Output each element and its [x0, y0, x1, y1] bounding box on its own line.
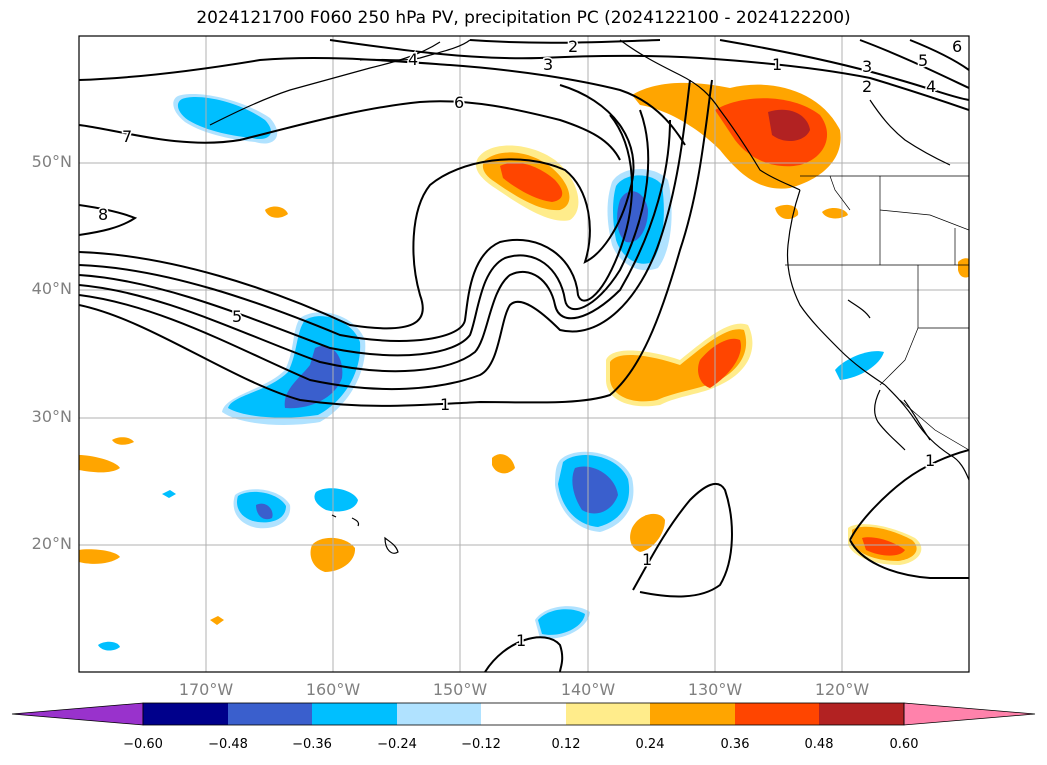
contour-label: 1: [516, 631, 526, 650]
colorbar-segment: [143, 703, 228, 725]
precip-negative-area: [256, 503, 273, 520]
colorbar-tick-label: 0.12: [551, 737, 581, 752]
contour-label: 1: [642, 550, 652, 569]
precip-negative-area: [98, 641, 120, 651]
colorbar-tick-label: −0.36: [292, 737, 332, 752]
colorbar-tick-label: −0.24: [377, 737, 417, 752]
precip-negative-area: [284, 345, 343, 409]
colorbar-tick-label: −0.48: [208, 737, 248, 752]
precip-negative-area: [538, 609, 585, 635]
pv-contour-line: [79, 79, 691, 391]
pv-contour-line: [79, 204, 138, 236]
contour-label: 2: [568, 37, 578, 56]
colorbar-tick-label: −0.60: [123, 737, 163, 752]
lon-label: 170°W: [178, 680, 234, 699]
contour-label: 4: [926, 77, 936, 96]
precip-positive-area: [492, 454, 515, 474]
pv-contour-line: [469, 39, 661, 44]
contour-label: 5: [232, 307, 242, 326]
pv-contour-line: [719, 39, 969, 101]
contour-label: 2: [862, 77, 872, 96]
colorbar: [11, 702, 1036, 726]
precip-positive-area: [265, 206, 288, 218]
contour-label: 1: [440, 395, 450, 414]
precip-positive-area: [630, 513, 665, 552]
map-plot-area: 1 2 3 4 5 6 7 8 1 2 3 4 5 6 1 1 1: [79, 36, 969, 672]
contour-label: 6: [454, 93, 464, 112]
precip-negative-area: [572, 466, 618, 514]
colorbar-tick-label: −0.12: [461, 737, 501, 752]
precip-positive-area: [768, 109, 810, 142]
pv-contour-line: [632, 482, 733, 598]
pv-contour-line: [329, 39, 969, 111]
precip-positive-area: [862, 537, 905, 556]
colorbar-segment: [481, 703, 566, 725]
contour-label: 3: [862, 57, 872, 76]
colorbar-segment: [312, 703, 397, 725]
colorbar-segment: [566, 703, 650, 725]
precip-positive-area: [958, 258, 969, 278]
precip-positive-area: [79, 455, 120, 473]
lat-label: 40°N: [31, 279, 72, 298]
lon-label: 140°W: [560, 680, 616, 699]
contour-label: 3: [543, 55, 553, 74]
contour-label: 8: [98, 205, 108, 224]
map-title: 2024121700 F060 250 hPa PV, precipitatio…: [196, 8, 851, 28]
precip-negative-area: [162, 490, 176, 498]
precip-positive-area: [210, 616, 224, 625]
lon-label: 150°W: [432, 680, 488, 699]
colorbar-segment: [735, 703, 819, 725]
pv-contours: [79, 39, 969, 672]
pv-contour-line: [484, 636, 564, 672]
pv-contour-line: [859, 39, 969, 89]
contour-label: 5: [918, 51, 928, 70]
lat-label: 30°N: [31, 407, 72, 426]
colorbar-extend-high: [903, 702, 1036, 726]
precip-negative-area: [835, 351, 884, 380]
precip-negative-area: [314, 488, 358, 512]
pv-contour-line: [79, 56, 686, 146]
colorbar-segment: [228, 703, 312, 725]
precip-positive-area: [112, 437, 134, 445]
pv-contour-line: [79, 109, 650, 357]
precip-positive-area: [500, 162, 563, 202]
map-frame: [78, 35, 970, 673]
precip-anomaly-shading: [79, 82, 969, 651]
pv-contour-line: [79, 79, 713, 407]
contour-label: 1: [925, 451, 935, 470]
contour-labels: 1 2 3 4 5 6 7 8 1 2 3 4 5 6 1 1 1: [97, 36, 964, 652]
pv-contour-line: [849, 449, 969, 579]
lat-label: 50°N: [31, 152, 72, 171]
pv-contour-line: [79, 114, 633, 342]
lon-label: 120°W: [814, 680, 870, 699]
pv-contour-line: [79, 100, 621, 161]
precip-negative-area: [617, 191, 648, 243]
colorbar-tick-label: 0.24: [635, 737, 665, 752]
colorbar-segment: [819, 703, 904, 725]
precip-positive-area: [79, 549, 120, 564]
colorbar-segment: [397, 703, 481, 725]
pv-contour-line: [909, 39, 969, 71]
colorbar-tick-label: 0.36: [720, 737, 750, 752]
pv-contour-line: [79, 119, 671, 373]
colorbar-extend-low: [11, 702, 144, 726]
state-borders: [785, 175, 969, 451]
colorbar-tick-label: 0.60: [889, 737, 919, 752]
coastlines: [209, 39, 969, 554]
contour-label: 6: [952, 37, 962, 56]
colorbar-segment: [650, 703, 735, 725]
colorbar-tick-label: 0.48: [804, 737, 834, 752]
lat-label: 20°N: [31, 534, 72, 553]
lon-label: 160°W: [305, 680, 361, 699]
contour-label: 4: [408, 50, 418, 69]
precip-positive-area: [698, 338, 741, 388]
lon-label: 130°W: [687, 680, 743, 699]
contour-label: 7: [122, 127, 132, 146]
contour-label: 1: [772, 55, 782, 74]
pv-contour-line: [79, 84, 635, 330]
